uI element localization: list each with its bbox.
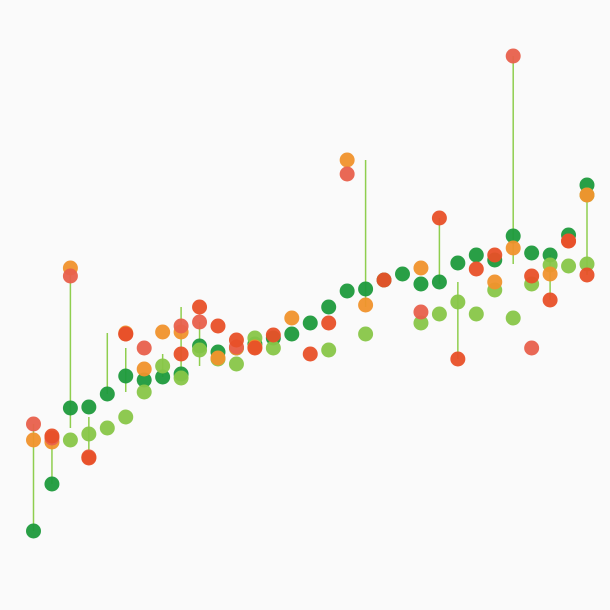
data-point	[26, 416, 41, 432]
data-point	[118, 326, 134, 342]
data-point	[155, 324, 171, 340]
data-point	[284, 310, 300, 326]
data-point	[358, 297, 374, 313]
data-point	[118, 409, 134, 425]
data-points	[26, 48, 595, 539]
data-point	[339, 166, 355, 182]
data-point	[136, 361, 152, 377]
data-point	[44, 428, 60, 444]
data-point	[99, 386, 115, 402]
data-point	[302, 315, 318, 331]
data-point	[431, 274, 447, 290]
data-point	[339, 152, 355, 168]
data-point	[62, 400, 78, 416]
data-point	[81, 399, 97, 415]
data-point	[81, 426, 97, 442]
data-point	[431, 210, 447, 226]
data-point	[62, 432, 78, 448]
data-point	[505, 48, 521, 64]
data-point	[579, 187, 595, 203]
data-point	[542, 266, 558, 282]
data-point	[413, 276, 429, 292]
data-point	[173, 346, 189, 362]
data-point	[561, 233, 577, 249]
data-point	[358, 326, 374, 342]
data-point	[413, 260, 429, 276]
data-point	[395, 266, 410, 282]
data-point	[26, 432, 41, 448]
data-point	[376, 272, 392, 288]
data-point	[210, 350, 226, 366]
data-point	[468, 261, 484, 277]
data-point	[228, 356, 244, 372]
data-point	[26, 523, 41, 539]
data-point	[524, 268, 540, 284]
data-point	[247, 340, 263, 356]
data-point	[524, 340, 540, 356]
data-point	[321, 299, 337, 315]
data-point	[450, 351, 466, 367]
data-point	[44, 476, 60, 492]
data-point	[358, 281, 374, 297]
data-point	[542, 292, 558, 308]
data-point	[413, 315, 429, 331]
data-point	[136, 384, 152, 400]
data-point	[81, 450, 97, 466]
data-point	[155, 369, 171, 385]
data-point	[136, 372, 152, 388]
data-point	[192, 314, 208, 330]
data-point	[173, 318, 189, 334]
data-point	[561, 258, 577, 274]
data-point	[62, 268, 78, 284]
data-point	[155, 358, 171, 374]
data-point	[321, 315, 337, 331]
data-point	[505, 240, 521, 256]
data-point	[505, 228, 521, 244]
data-point	[579, 267, 595, 283]
data-point	[173, 370, 189, 386]
data-point	[487, 247, 503, 263]
data-point	[118, 368, 134, 384]
data-point	[413, 304, 429, 320]
data-point	[450, 294, 466, 310]
data-point	[210, 318, 226, 334]
data-point	[321, 342, 337, 358]
data-point	[524, 245, 540, 261]
data-point	[265, 340, 281, 356]
data-point	[468, 247, 484, 263]
data-point	[450, 255, 466, 271]
data-point	[579, 256, 595, 272]
data-point	[431, 306, 447, 322]
data-point	[192, 342, 208, 358]
data-point	[487, 274, 503, 290]
data-point	[136, 340, 152, 356]
stem-lines	[32, 56, 588, 531]
data-point	[339, 283, 355, 299]
data-point	[468, 306, 484, 322]
data-point	[284, 326, 300, 342]
data-point	[505, 310, 521, 326]
data-point	[99, 420, 115, 436]
data-point	[302, 346, 318, 362]
data-point	[192, 299, 208, 315]
data-point	[265, 327, 281, 343]
data-point	[228, 332, 244, 348]
